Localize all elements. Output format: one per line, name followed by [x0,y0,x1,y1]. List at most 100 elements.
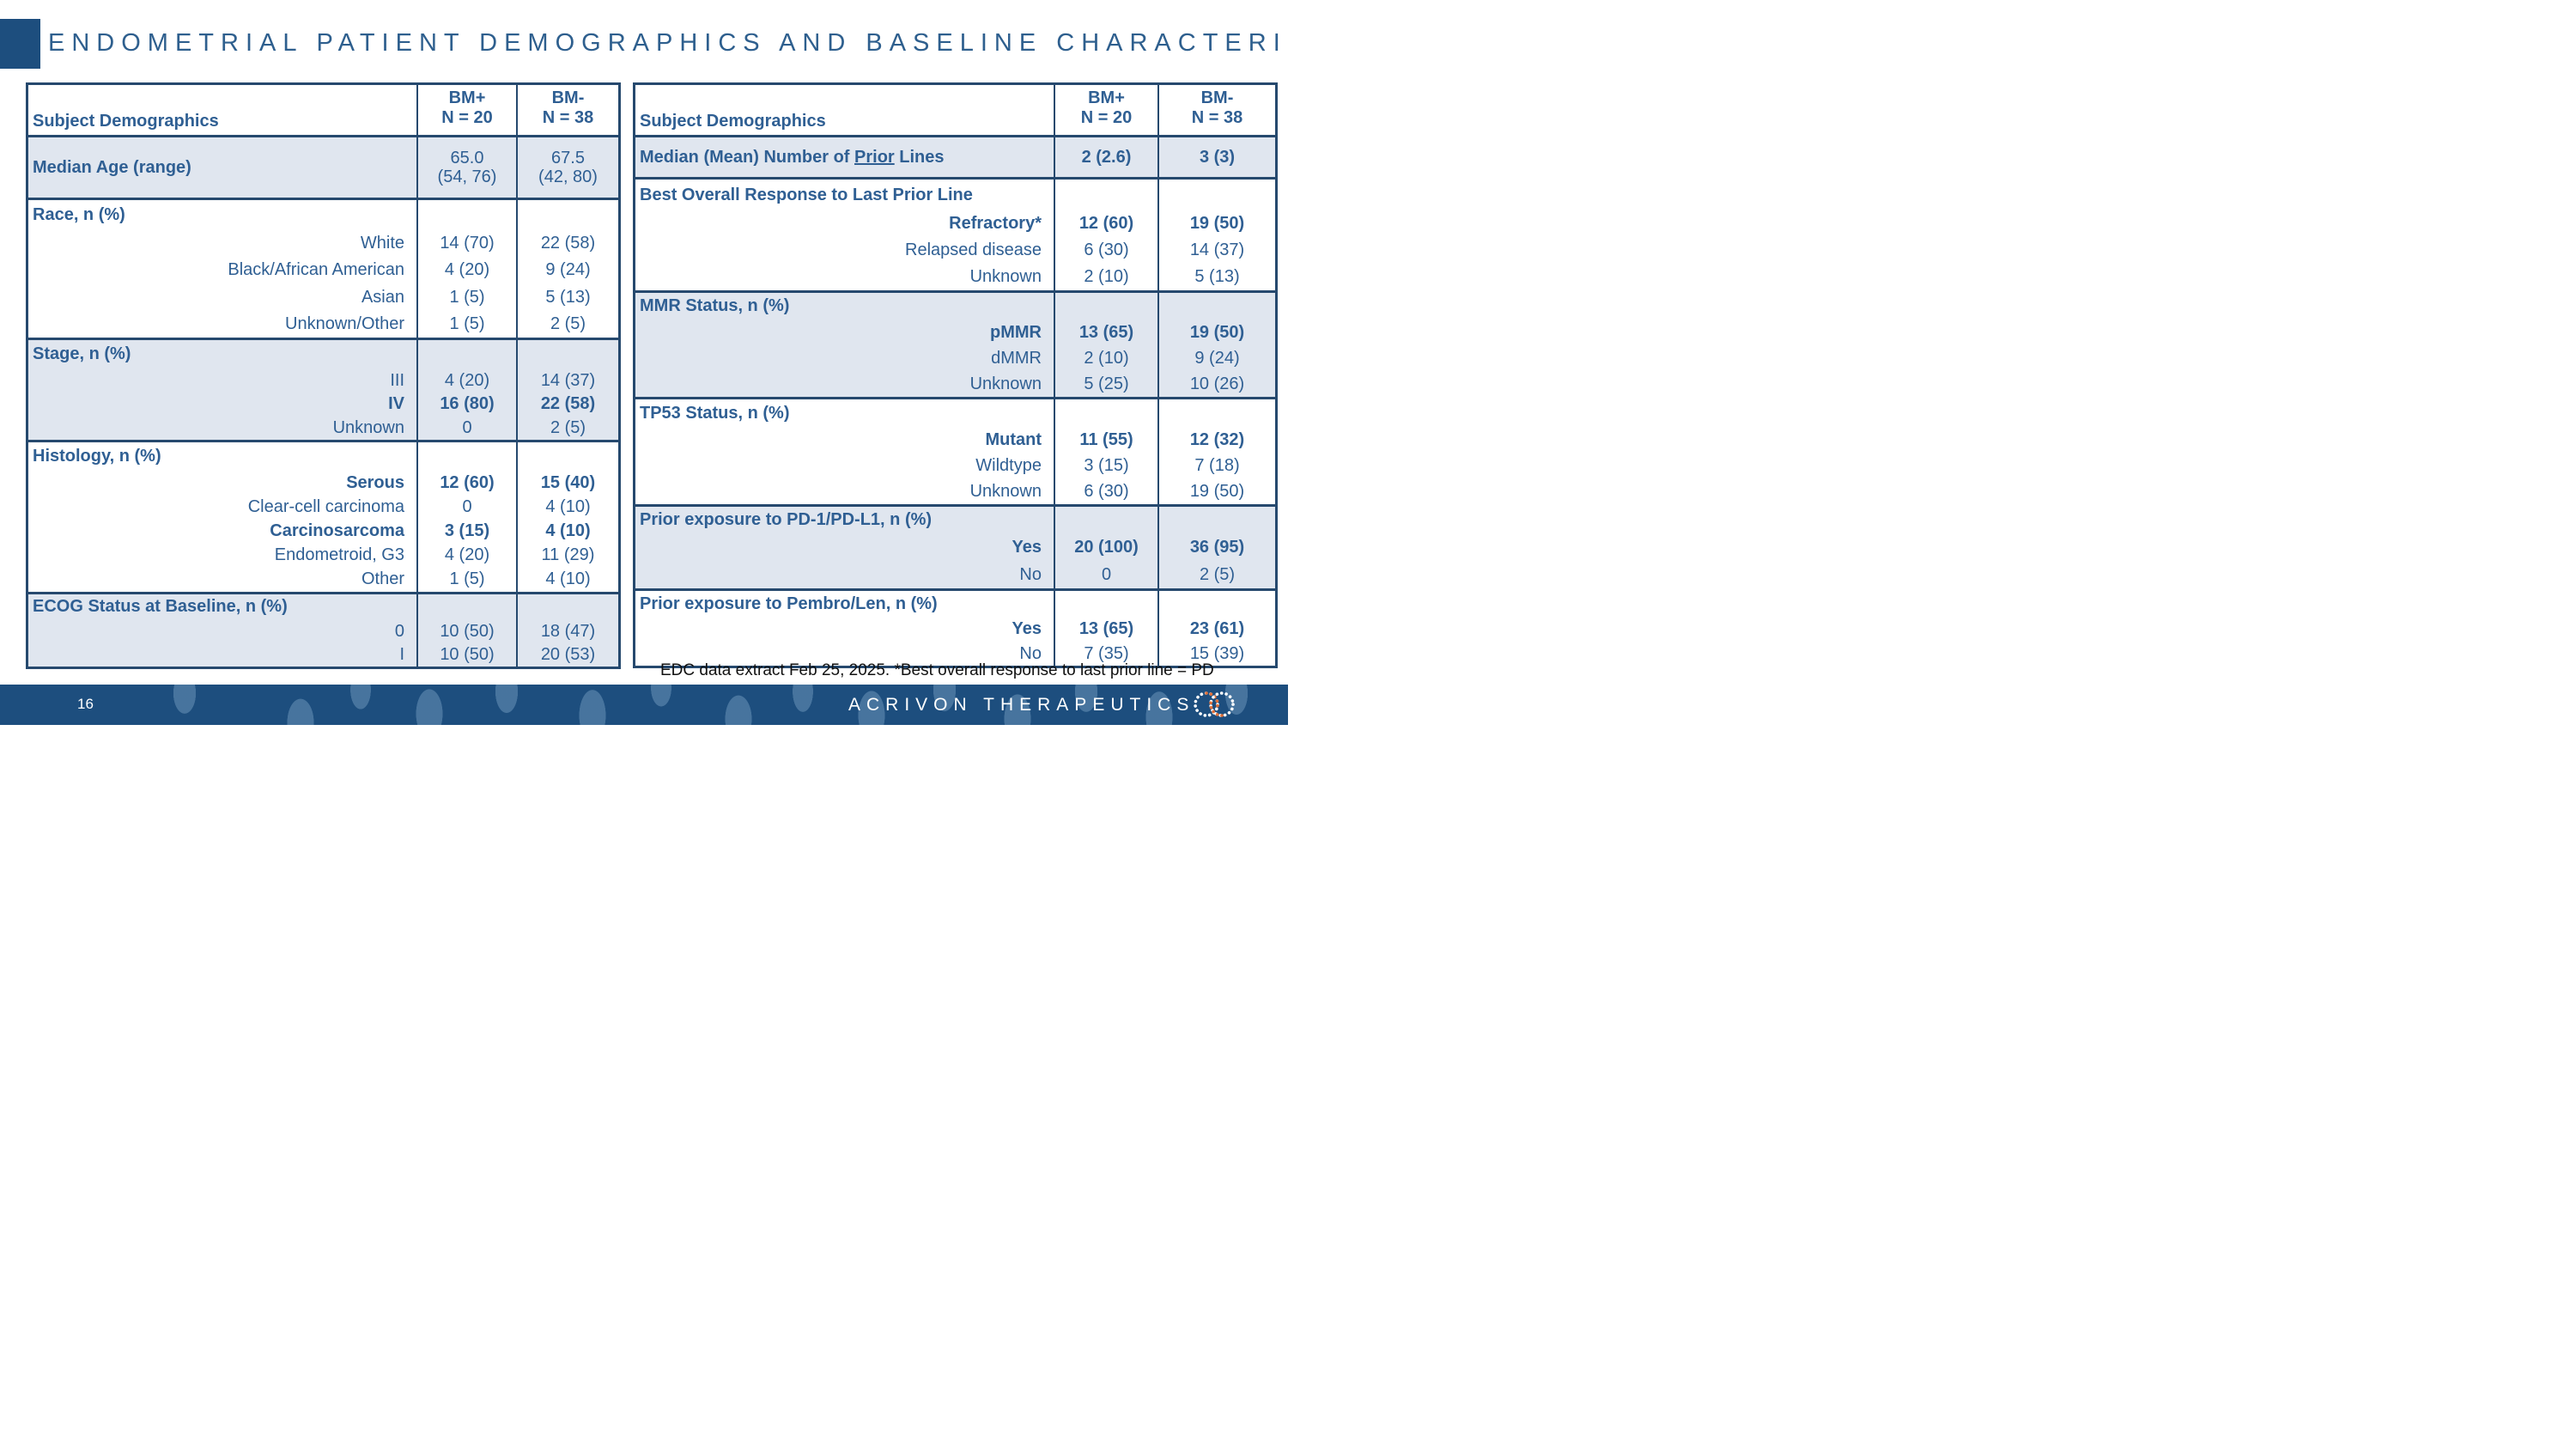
table-row: IV 16 (80) 22 (58) [28,392,618,416]
value-cell: 14 (70) [416,229,516,257]
table-row: I 10 (50) 20 (53) [28,642,618,667]
value-cell: 19 (50) [1157,320,1275,345]
value-cell: 4 (10) [516,519,618,544]
value-cell: 13 (65) [1054,617,1157,642]
value-cell [1157,591,1275,617]
value-cell: 36 (95) [1157,533,1275,561]
value-cell: 9 (24) [516,256,618,283]
row-label: Refractory* [949,214,1042,234]
value-cell: 65.0 (54, 76) [416,137,516,198]
row-label: No [1019,643,1042,663]
value-cell [1054,591,1157,617]
value-cell [1157,180,1275,210]
table-row: Unknown/Other 1 (5) 2 (5) [28,310,618,338]
title-accent-bar [0,19,40,69]
value-cell: 18 (47) [516,619,618,643]
column-header-label: Subject Demographics [640,111,826,131]
value-cell: 4 (10) [516,495,618,520]
value-cell: 9 (24) [1157,345,1275,371]
row-label: Yes [1012,537,1042,557]
value-cell: 0 [416,495,516,520]
section-label: ECOG Status at Baseline, n (%) [33,597,288,617]
section-header-row: MMR Status, n (%) [635,290,1275,320]
demographics-table-left: Subject Demographics BM+ N = 20 BM- N = … [26,82,621,669]
value-cell [416,340,516,368]
table-row: Median Age (range) 65.0 (54, 76) 67.5 (4… [28,137,618,198]
value-cell: 12 (60) [416,471,516,496]
value-cell: 12 (32) [1157,427,1275,453]
row-label: 0 [394,621,404,641]
section-label: Race, n (%) [33,204,125,224]
value-cell: 3 (15) [416,519,516,544]
value-cell: 11 (55) [1054,427,1157,453]
table-row: Mutant 11 (55) 12 (32) [635,427,1275,453]
page-number: 16 [77,696,94,712]
row-label: Unknown [332,417,404,437]
column-header-bm-pos: BM+ N = 20 [1054,85,1157,135]
value-cell [1054,399,1157,427]
table-row: Refractory* 12 (60) 19 (50) [635,210,1275,237]
value-cell: 10 (50) [416,642,516,667]
value-cell [516,441,618,472]
row-label: Serous [346,473,404,493]
value-cell: 4 (20) [416,543,516,568]
section-label: Histology, n (%) [33,447,161,466]
table-row: dMMR 2 (10) 9 (24) [635,345,1275,371]
section-header-row: Stage, n (%) [28,338,618,368]
row-label: Other [361,569,404,589]
section-header-row: Prior exposure to Pembro/Len, n (%) [635,588,1275,617]
value-cell: 16 (80) [416,392,516,416]
value-cell: 20 (53) [516,642,618,667]
value-cell: 2 (10) [1054,264,1157,290]
value-cell: 4 (20) [416,256,516,283]
table-row: Yes 20 (100) 36 (95) [635,533,1275,561]
slide: ENDOMETRIAL PATIENT DEMOGRAPHICS AND BAS… [0,0,1288,725]
row-label: dMMR [991,348,1042,368]
row-label: IV [388,394,404,414]
value-cell: 6 (30) [1054,478,1157,504]
value-cell: 19 (50) [1157,478,1275,504]
demographics-table-right: Subject Demographics BM+ N = 20 BM- N = … [633,82,1278,668]
section-header-row: Race, n (%) [28,198,618,229]
value-cell [416,441,516,472]
column-header-bm-neg: BM- N = 38 [516,85,618,135]
section-label: MMR Status, n (%) [640,296,790,316]
footer-bar: 16 ACRIVON THERAPEUTICS [0,685,1288,725]
row-label: Clear-cell carcinoma [247,497,404,517]
column-header-label: Subject Demographics [33,111,219,131]
value-cell [516,340,618,368]
row-label: Black/African American [228,260,404,280]
section-header-row: Histology, n (%) [28,439,618,472]
row-label: Carcinosarcoma [270,521,404,541]
row-label: Unknown/Other [285,314,404,334]
table-row: Unknown 2 (10) 5 (13) [635,264,1275,290]
table-row: Asian 1 (5) 5 (13) [28,283,618,311]
value-cell: 1 (5) [416,310,516,338]
value-cell [1157,399,1275,427]
table-row: White 14 (70) 22 (58) [28,229,618,257]
value-cell [416,200,516,229]
value-cell: 20 (100) [1054,533,1157,561]
value-cell [516,200,618,229]
value-cell: 5 (25) [1054,371,1157,397]
row-label: Unknown [969,374,1042,393]
section-label: Prior exposure to PD-1/PD-L1, n (%) [640,510,933,530]
row-label: Unknown [969,267,1042,287]
value-cell [1054,180,1157,210]
value-cell: 23 (61) [1157,617,1275,642]
value-cell: 10 (50) [416,619,516,643]
value-cell [1157,507,1275,533]
value-cell: 5 (13) [516,283,618,311]
row-label: Mutant [985,429,1042,449]
row-label: Endometroid, G3 [274,545,404,565]
table-row: 0 10 (50) 18 (47) [28,619,618,643]
table-header-row: Subject Demographics BM+ N = 20 BM- N = … [635,85,1275,137]
row-label: Asian [361,287,404,307]
table-header-row: Subject Demographics BM+ N = 20 BM- N = … [28,85,618,137]
table-row: Median (Mean) Number of Prior Lines 2 (2… [635,137,1275,177]
table-row: Carcinosarcoma 3 (15) 4 (10) [28,519,618,544]
value-cell [1054,293,1157,320]
value-cell: 3 (3) [1157,137,1275,177]
section-label: Stage, n (%) [33,344,131,364]
table-row: Other 1 (5) 4 (10) [28,567,618,592]
